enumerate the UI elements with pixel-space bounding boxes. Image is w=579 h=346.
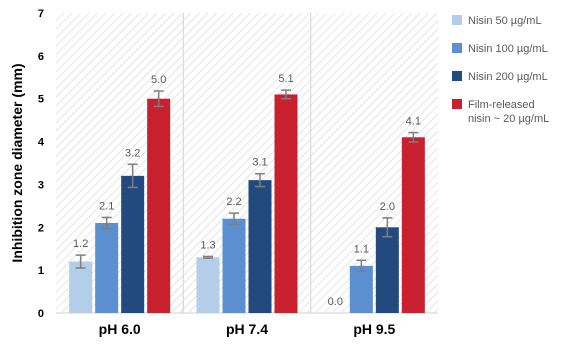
y-tick-label: 7 <box>38 8 44 20</box>
data-label: 0.0 <box>328 296 343 308</box>
bar <box>69 261 93 313</box>
bar <box>274 94 298 313</box>
bar <box>95 223 119 313</box>
data-label: 3.1 <box>252 157 267 169</box>
data-label: 2.2 <box>226 196 241 208</box>
data-label: 1.3 <box>200 239 215 251</box>
bar <box>121 175 145 313</box>
data-label: 5.1 <box>278 73 293 85</box>
bar <box>375 227 399 313</box>
data-label: 3.2 <box>125 147 140 159</box>
data-label: 5.0 <box>151 74 166 86</box>
legend-swatch <box>452 71 462 81</box>
y-tick-label: 1 <box>38 265 44 277</box>
bar <box>349 265 373 313</box>
x-category-label: pH 6.0 <box>99 321 141 337</box>
legend-label: Nisin 50 µg/mL <box>468 15 542 27</box>
legend-label: Film-released nisin ~ 20 µg/mL <box>468 99 549 125</box>
data-label: 1.1 <box>354 243 369 255</box>
y-tick-label: 0 <box>38 308 44 320</box>
data-label: 4.1 <box>406 116 421 128</box>
legend-swatch <box>452 43 462 53</box>
legend-label: Nisin 200 µg/mL <box>468 71 548 83</box>
data-label: 2.1 <box>99 200 114 212</box>
y-tick-label: 2 <box>38 222 44 234</box>
bar <box>196 257 220 313</box>
x-category-label: pH 7.4 <box>226 321 268 337</box>
y-tick-label: 6 <box>38 51 44 63</box>
plot-background <box>56 13 438 313</box>
bar <box>222 218 246 313</box>
legend-swatch <box>452 15 462 25</box>
data-label: 1.2 <box>73 238 88 250</box>
legend-swatch <box>452 99 462 109</box>
y-tick-label: 3 <box>38 179 44 191</box>
bar <box>401 137 425 313</box>
y-axis-label: Inhibition zone diameter (mm) <box>9 63 25 262</box>
y-tick-label: 4 <box>38 137 45 149</box>
bar <box>147 98 171 313</box>
data-label: 2.0 <box>380 201 395 213</box>
x-category-label: pH 9.5 <box>353 321 395 337</box>
bar <box>248 180 272 313</box>
y-tick-label: 5 <box>38 94 44 106</box>
legend-label: Nisin 100 µg/mL <box>468 43 548 55</box>
